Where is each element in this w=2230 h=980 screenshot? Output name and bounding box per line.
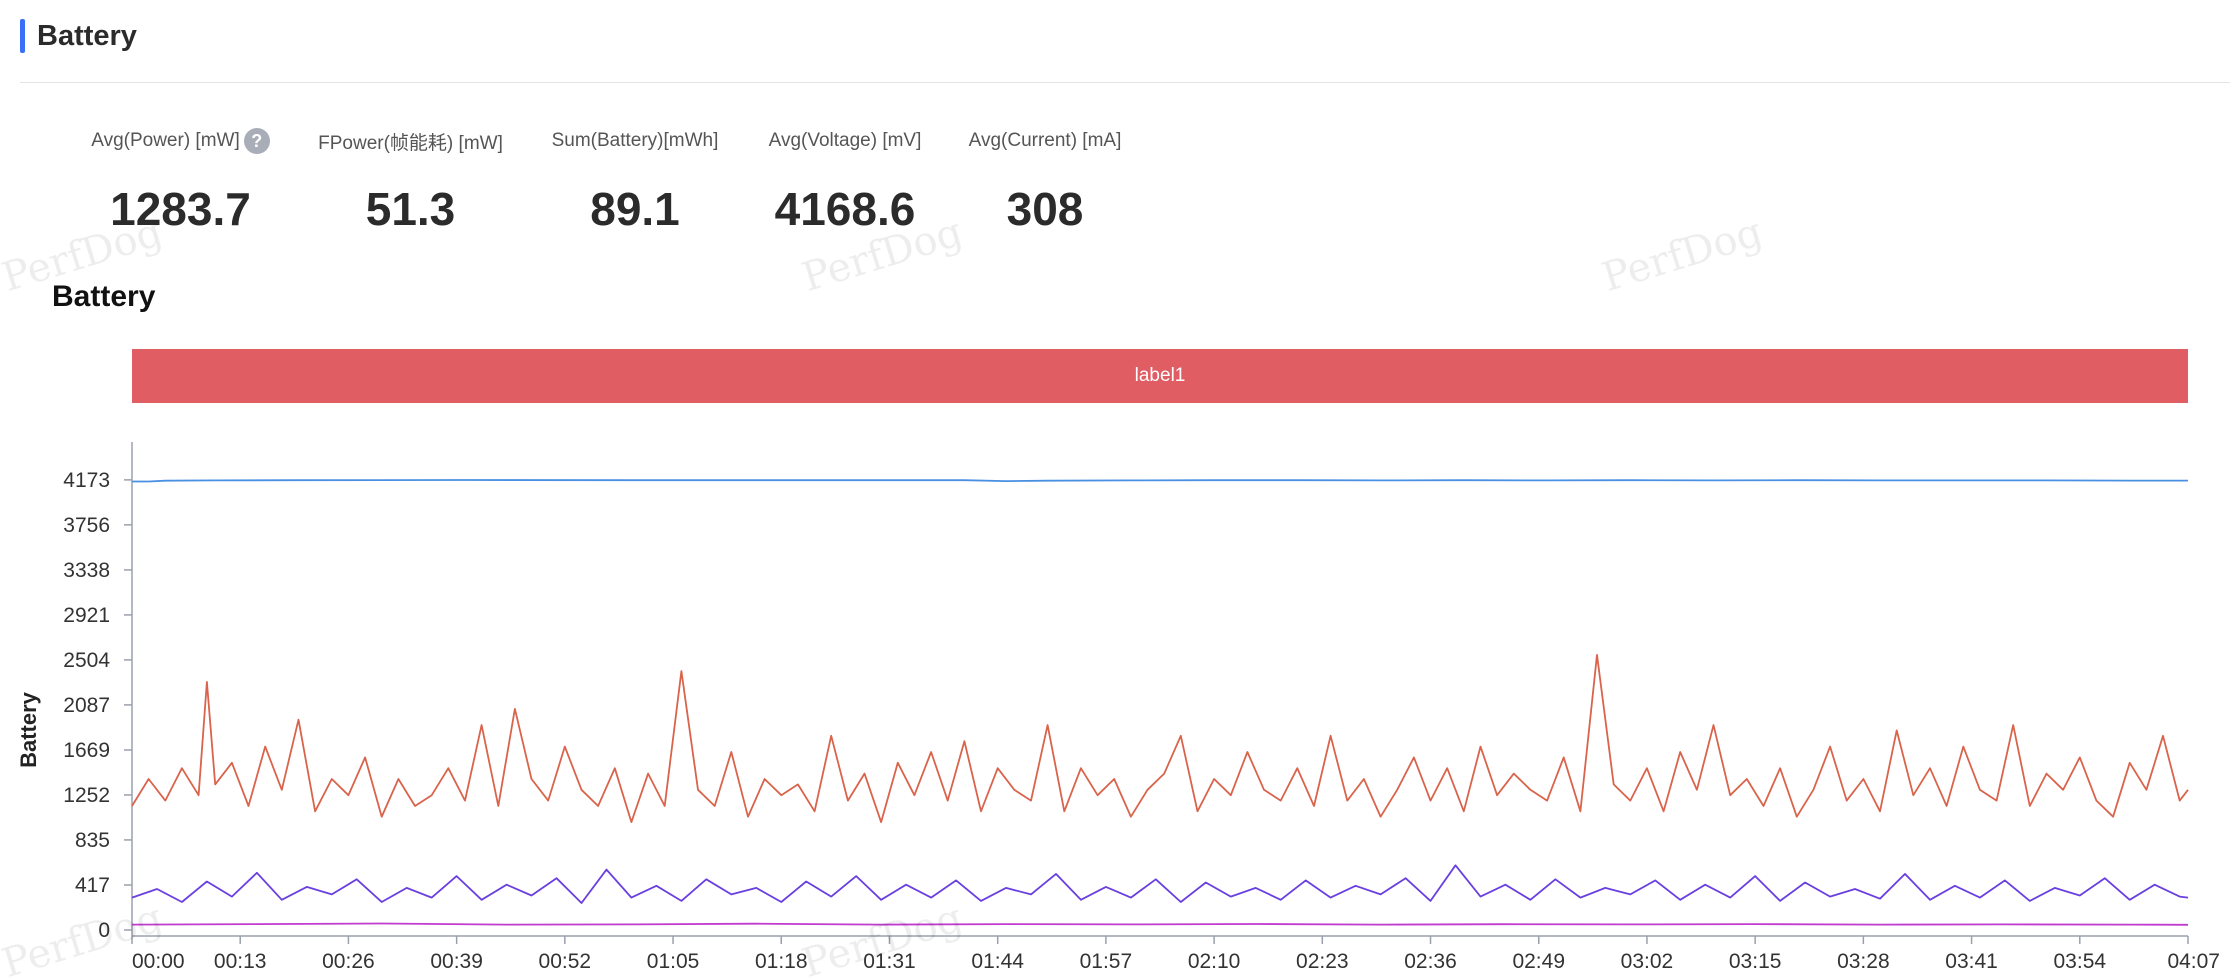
stat-value: 308: [1006, 183, 1084, 235]
y-tick-label: 4173: [63, 469, 110, 492]
x-tick-label: 01:44: [971, 950, 1024, 973]
battery-line-chart: 0 417 835 1252 1669 2087 2504 2921 3338 3756 4173 B…: [16, 442, 2220, 973]
stat-avg-power: Avg(Power) [mW] ? 1283.7: [78, 126, 283, 236]
series-line-3: [131, 864, 2189, 904]
stat-label-text: Avg(Current) [mA]: [968, 130, 1122, 151]
series-line-4: [131, 922, 2189, 926]
x-tick-label: 02:49: [1512, 950, 1565, 973]
question-icon[interactable]: ?: [243, 128, 270, 154]
header-divider: [20, 82, 2230, 83]
y-tick-label: 417: [75, 874, 110, 897]
y-tick-label: 1669: [63, 739, 110, 762]
stat-label-text: Avg(Voltage) [mV]: [768, 130, 922, 151]
x-tick-label: 01:18: [755, 950, 808, 973]
stat-label: Sum(Battery)[mWh]: [540, 126, 730, 156]
y-tick-label: 1252: [63, 784, 110, 807]
y-axis-label: Battery: [16, 691, 41, 768]
stat-label: Avg(Voltage) [mV]: [756, 126, 934, 156]
stat-value: 89.1: [590, 183, 680, 235]
stat-sum-battery: Sum(Battery)[mWh] 89.1: [540, 126, 730, 236]
x-tick-label: 03:15: [1729, 950, 1782, 973]
section-accent-bar: [20, 19, 25, 53]
stat-label: Avg(Current) [mA]: [956, 126, 1134, 156]
stat-label-text: Sum(Battery)[mWh]: [551, 130, 719, 151]
section-title: Battery: [37, 19, 137, 52]
y-tick-label: 0: [98, 919, 110, 942]
series-line-2: [131, 654, 2189, 823]
stat-value: 1283.7: [110, 183, 251, 235]
y-tick-label: 3756: [63, 514, 110, 537]
y-tick-label: 2504: [63, 649, 110, 672]
stat-value: 4168.6: [774, 183, 916, 235]
stat-avg-voltage: Avg(Voltage) [mV] 4168.6: [756, 126, 934, 236]
x-tick-label: 01:57: [1080, 950, 1133, 973]
x-tick-label: 02:36: [1404, 950, 1457, 973]
x-tick-label: 01:31: [863, 950, 916, 973]
x-tick-label: 04:07: [2167, 950, 2220, 973]
x-tick-label: 00:00: [132, 950, 185, 973]
y-tick-label: 835: [75, 829, 110, 852]
x-tick-label: 03:02: [1621, 950, 1674, 973]
label-band-text: label1: [1134, 365, 1186, 386]
label-band[interactable]: label1: [132, 349, 2188, 403]
x-tick-label: 03:54: [2054, 950, 2107, 973]
stat-label-text: FPower(帧能耗) [mW]: [318, 132, 503, 154]
stat-value: 51.3: [365, 183, 456, 235]
x-tick-label: 03:28: [1837, 950, 1890, 973]
y-tick-label: 3338: [63, 559, 110, 582]
y-tick-label: 2087: [63, 694, 110, 717]
y-tick-label: 2921: [63, 604, 110, 627]
stat-label-text: Avg(Power) [mW]: [91, 130, 240, 151]
x-tick-label: 01:05: [647, 950, 700, 973]
stat-fpower: FPower(帧能耗) [mW] 51.3: [308, 126, 513, 236]
x-tick-label: 03:41: [1945, 950, 1998, 973]
section-header: Battery: [20, 18, 137, 54]
stat-label: Avg(Power) [mW] ?: [78, 126, 283, 156]
chart-title: Battery: [52, 280, 156, 313]
x-tick-label: 00:39: [430, 950, 483, 973]
x-tick-label: 00:52: [539, 950, 592, 973]
x-tick-label: 00:26: [322, 950, 375, 973]
x-tick-label: 00:13: [214, 950, 267, 973]
watermark: PerfDog: [1596, 208, 1768, 302]
series-line-1: [132, 479, 2188, 483]
x-tick-label: 02:23: [1296, 950, 1349, 973]
stat-avg-current: Avg(Current) [mA] 308: [956, 126, 1134, 236]
stat-label: FPower(帧能耗) [mW]: [308, 126, 513, 156]
x-tick-label: 02:10: [1188, 950, 1241, 973]
